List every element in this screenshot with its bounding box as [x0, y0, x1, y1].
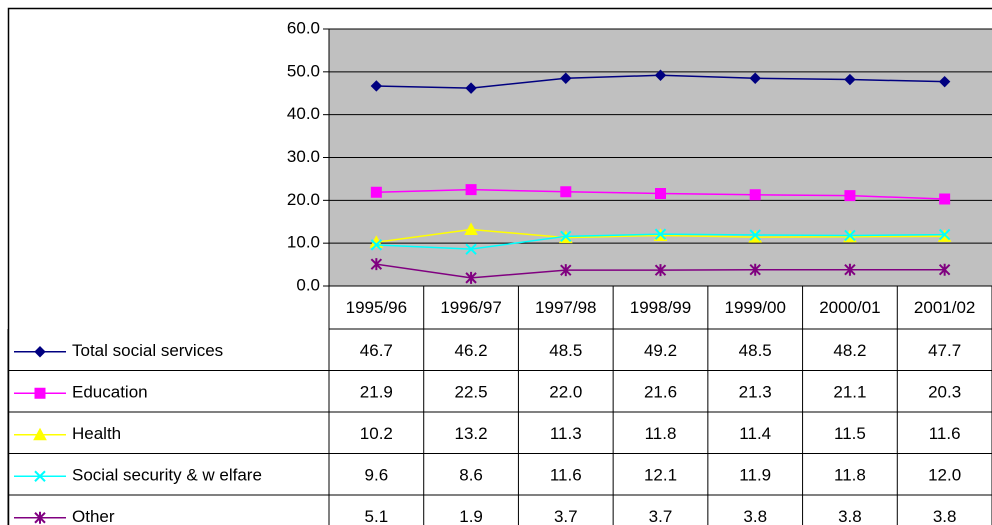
marker [370, 186, 382, 198]
table-value: 5.1 [365, 507, 389, 525]
marker [749, 189, 761, 201]
marker [465, 184, 477, 196]
table-value: 21.3 [739, 383, 772, 402]
y-tick-label: 60.0 [287, 18, 320, 37]
legend-label: Other [72, 507, 115, 525]
legend-label: Total social services [72, 341, 223, 360]
marker [938, 228, 951, 241]
marker [465, 271, 477, 284]
table-value: 47.7 [928, 341, 961, 360]
table-value: 11.6 [929, 424, 961, 443]
table-value: 3.8 [838, 507, 862, 525]
table-value: 11.8 [645, 424, 677, 443]
y-tick-label: 10.0 [287, 233, 320, 252]
table-value: 49.2 [644, 341, 677, 360]
marker [938, 263, 951, 276]
marker [655, 187, 666, 199]
table-value: 11.4 [739, 424, 771, 443]
table-value: 12.1 [644, 466, 677, 485]
x-tick-label: 2001/02 [914, 298, 975, 317]
table-value: 21.1 [833, 383, 866, 402]
table-value: 9.6 [365, 466, 389, 485]
marker [654, 228, 667, 240]
legend-marker [33, 427, 47, 441]
table-value: 3.8 [743, 507, 767, 525]
marker [654, 69, 667, 81]
table-value: 8.6 [459, 466, 483, 485]
x-tick-label: 1997/98 [535, 298, 596, 317]
marker [654, 264, 667, 277]
x-tick-label: 1999/00 [724, 298, 785, 317]
legend-label: Education [72, 383, 148, 402]
y-tick-label: 30.0 [287, 147, 320, 166]
marker [370, 258, 383, 271]
marker [560, 186, 572, 198]
marker [560, 264, 572, 277]
marker [465, 243, 477, 255]
chart-frame [7, 7, 992, 525]
table-value: 48.5 [739, 341, 772, 360]
marker [938, 75, 951, 88]
y-tick-label: 20.0 [287, 190, 320, 209]
table-value: 46.7 [360, 341, 393, 360]
y-tick-label: 50.0 [287, 61, 320, 80]
table-value: 22.5 [455, 383, 488, 402]
table-value: 3.7 [554, 507, 578, 525]
marker [370, 80, 383, 92]
table-value: 21.9 [360, 383, 393, 402]
marker [844, 263, 856, 276]
x-tick-label: 1995/96 [346, 298, 407, 317]
table-value: 48.5 [549, 341, 582, 360]
marker [560, 72, 572, 84]
marker [749, 72, 761, 84]
x-tick-label: 2000/01 [819, 298, 880, 317]
marker [844, 229, 856, 242]
legend-label: Social security & w elfare [72, 466, 262, 485]
y-tick-label: 0.0 [296, 275, 320, 294]
legend-marker [34, 387, 46, 399]
x-tick-label: 1998/99 [630, 298, 691, 317]
marker [560, 230, 572, 243]
table-value: 22.0 [549, 383, 582, 402]
table-value: 20.3 [928, 383, 961, 402]
table-value: 10.2 [360, 424, 393, 443]
y-tick-label: 40.0 [287, 104, 320, 123]
marker [749, 263, 761, 276]
marker [749, 229, 761, 241]
legend-marker [34, 346, 46, 358]
table-value: 21.6 [644, 383, 677, 402]
marker [465, 82, 477, 94]
table-value: 11.3 [550, 424, 582, 443]
table-value: 12.0 [928, 466, 961, 485]
marker [464, 222, 478, 235]
table-value: 1.9 [459, 507, 483, 525]
legend-marker [34, 511, 46, 524]
x-tick-label: 1996/97 [440, 298, 501, 317]
table-value: 11.9 [739, 466, 771, 485]
marker [844, 73, 856, 86]
marker [844, 190, 856, 202]
table-value: 46.2 [455, 341, 488, 360]
table-value: 3.8 [933, 507, 957, 525]
marker [939, 193, 951, 205]
table-value: 11.5 [834, 424, 866, 443]
legend-label: Health [72, 424, 121, 443]
table-value: 48.2 [833, 341, 866, 360]
table-value: 3.7 [649, 507, 673, 525]
table-value: 11.6 [550, 466, 582, 485]
table-value: 13.2 [455, 424, 488, 443]
table-value: 11.8 [834, 466, 866, 485]
marker [370, 239, 383, 251]
legend-marker [34, 470, 46, 482]
